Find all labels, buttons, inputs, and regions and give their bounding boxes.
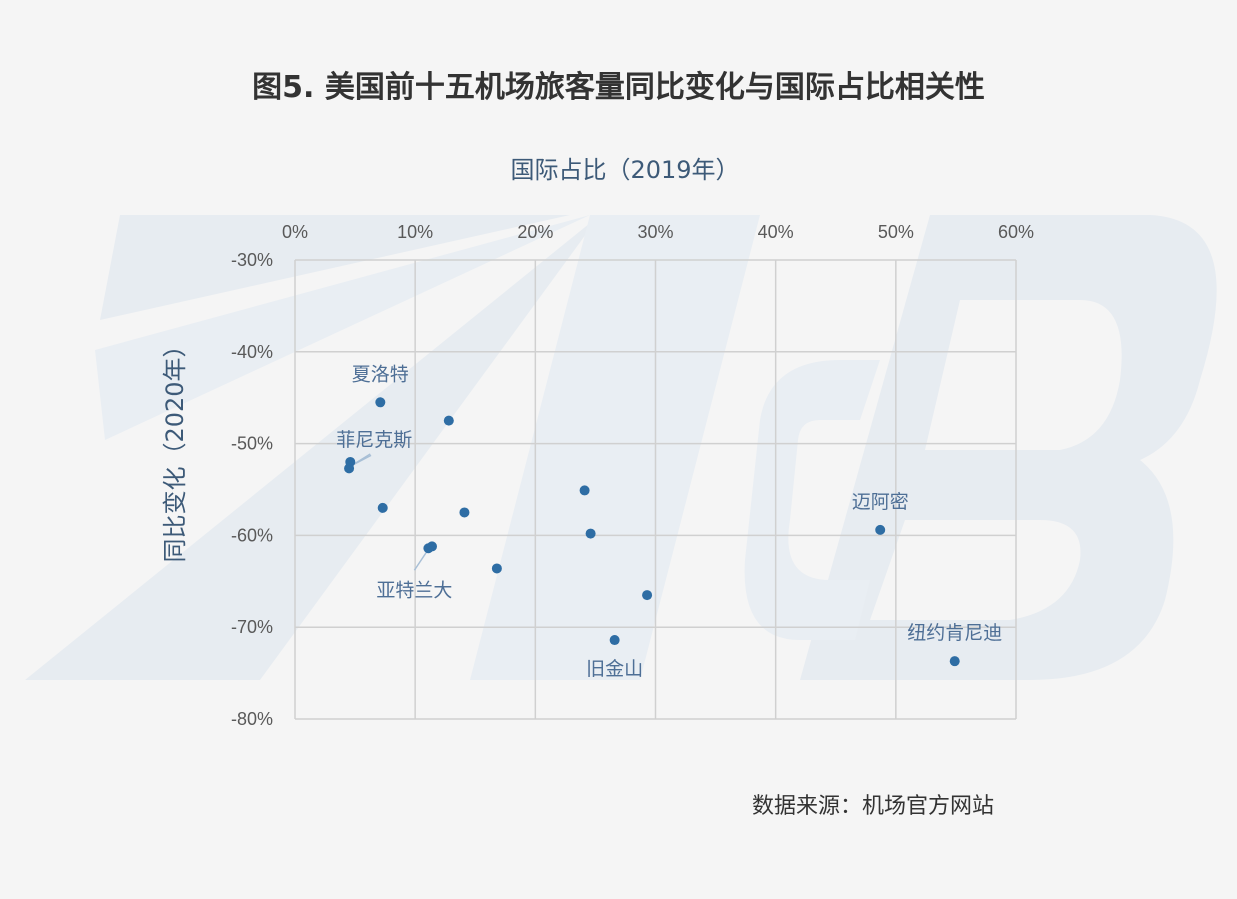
data-points	[344, 397, 960, 667]
data-point	[377, 502, 388, 513]
x-tick-label: 10%	[397, 222, 433, 242]
point-label: 夏洛特	[352, 363, 409, 385]
data-point	[459, 507, 470, 518]
label-leader-line	[413, 551, 428, 571]
x-tick-label: 40%	[758, 222, 794, 242]
y-tick-label: -70%	[231, 617, 273, 637]
x-axis-title: 国际占比（2019年）	[510, 156, 740, 184]
data-point	[579, 485, 590, 496]
x-tick-label: 20%	[517, 222, 553, 242]
chart-title: 图5. 美国前十五机场旅客量同比变化与国际占比相关性	[252, 70, 985, 105]
y-tick-label: -50%	[231, 434, 273, 454]
x-tick-label: 50%	[878, 222, 914, 242]
point-label: 亚特兰大	[376, 579, 452, 601]
point-label: 纽约肯尼迪	[907, 622, 1002, 644]
data-point	[344, 463, 355, 474]
data-point	[375, 397, 386, 408]
data-point	[875, 524, 886, 535]
data-point	[949, 656, 960, 667]
y-tick-label: -30%	[231, 250, 273, 270]
y-axis-title: 同比变化（2020年）	[161, 333, 189, 562]
data-point	[443, 415, 454, 426]
y-tick-label: -40%	[231, 342, 273, 362]
grid-lines	[294, 259, 1017, 720]
data-point	[642, 590, 653, 601]
point-label: 旧金山	[586, 658, 643, 680]
source-note: 数据来源：机场官方网站	[752, 794, 995, 819]
data-point	[491, 563, 502, 574]
data-point	[609, 635, 620, 646]
data-point	[426, 541, 437, 552]
y-tick-label: -60%	[231, 525, 273, 545]
point-label: 菲尼克斯	[336, 429, 412, 451]
axis-ticks: 0% 10% 20% 30% 40% 50% 60% -30% -40% -50% -60% -70%…	[231, 222, 1034, 729]
x-tick-label: 60%	[998, 222, 1034, 242]
y-tick-label: -80%	[231, 709, 273, 729]
x-tick-label: 30%	[637, 222, 673, 242]
x-tick-label: 0%	[282, 222, 308, 242]
data-point	[585, 528, 596, 539]
point-label: 迈阿密	[852, 491, 909, 513]
